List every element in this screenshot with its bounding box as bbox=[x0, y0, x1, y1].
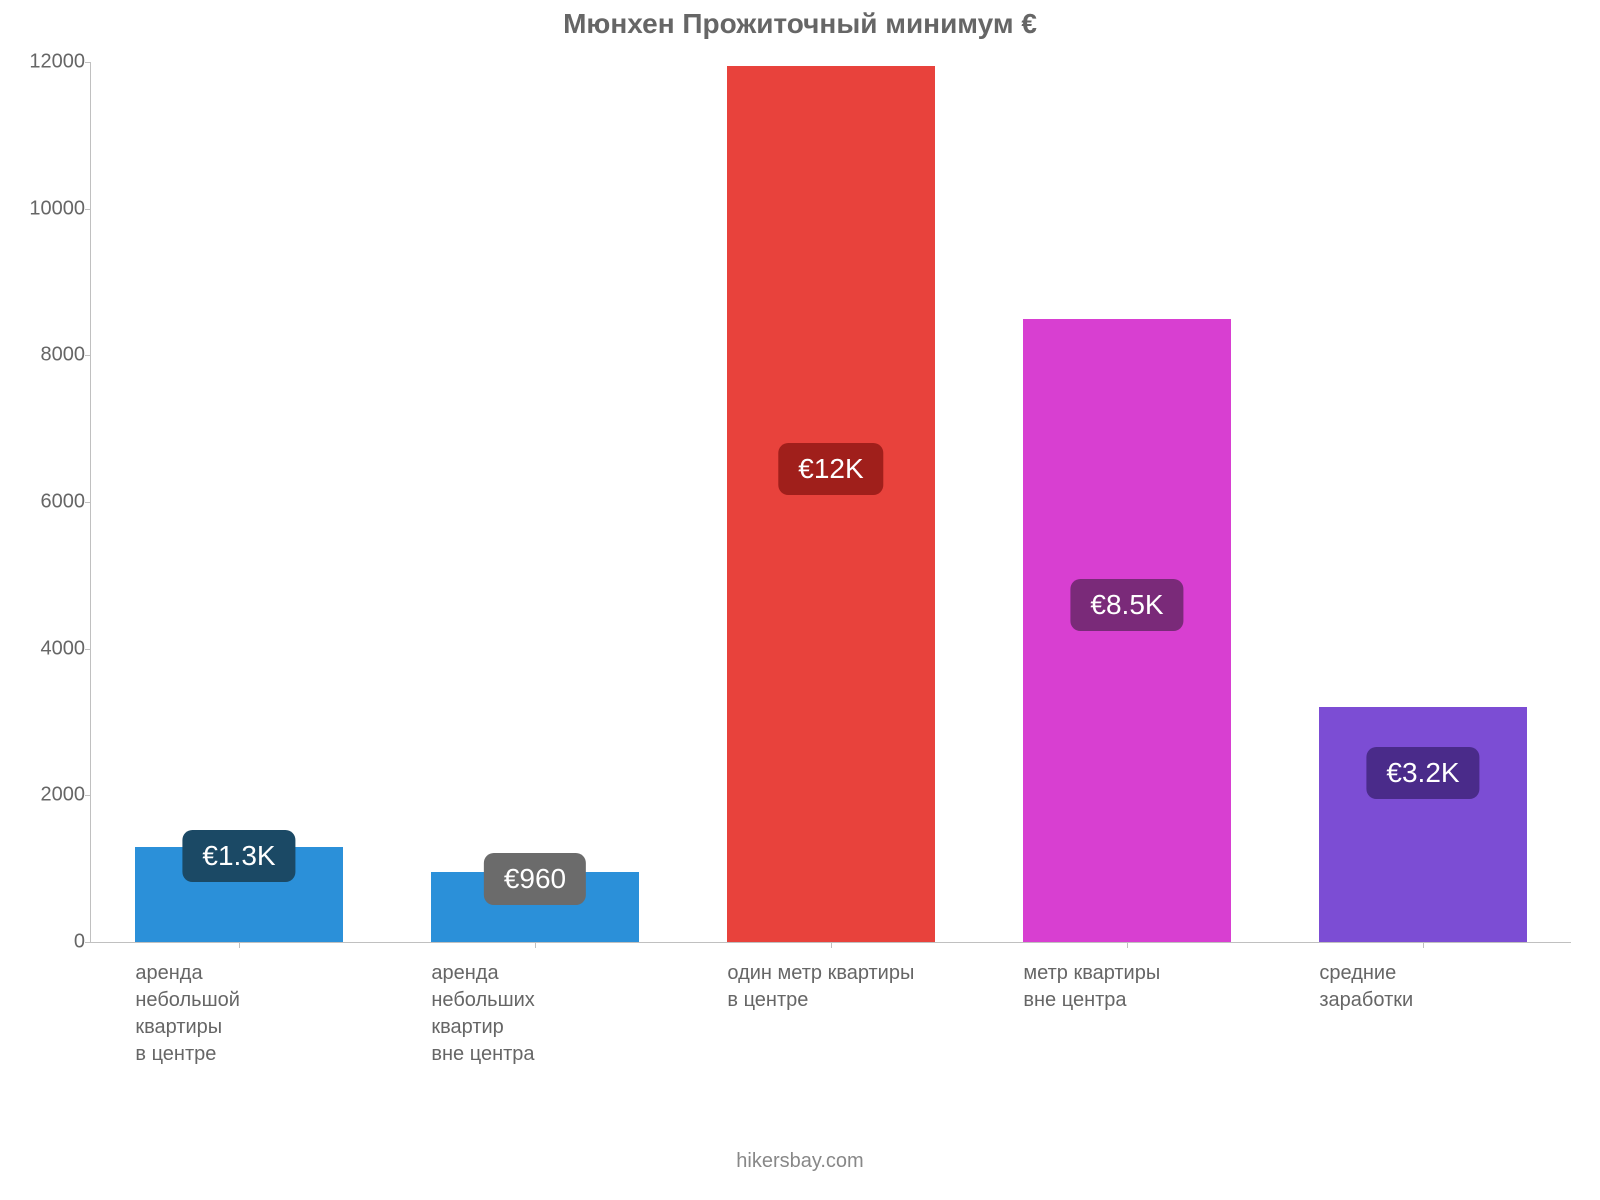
bar: €960 bbox=[431, 872, 638, 942]
plot-area: 020004000600080001000012000€1.3Kаренда н… bbox=[90, 62, 1571, 943]
chart-title: Мюнхен Прожиточный минимум € bbox=[0, 8, 1600, 40]
bar: €1.3K bbox=[135, 847, 342, 942]
y-tick-label: 8000 bbox=[41, 344, 86, 367]
value-badge: €3.2K bbox=[1366, 747, 1479, 799]
footer-credit: hikersbay.com bbox=[0, 1150, 1600, 1173]
x-category-label: средние заработки bbox=[1319, 960, 1413, 1014]
x-category-label: метр квартиры вне центра bbox=[1023, 960, 1160, 1014]
bar: €12K bbox=[727, 66, 934, 942]
x-category-label: один метр квартиры в центре bbox=[727, 960, 914, 1014]
y-tick-label: 4000 bbox=[41, 637, 86, 660]
y-tick-label: 2000 bbox=[41, 784, 86, 807]
x-category-label: аренда небольших квартир вне центра bbox=[431, 960, 534, 1068]
value-badge: €12K bbox=[778, 443, 883, 495]
y-tick-label: 6000 bbox=[41, 491, 86, 514]
value-badge: €8.5K bbox=[1070, 579, 1183, 631]
chart-container: Мюнхен Прожиточный минимум € 02000400060… bbox=[0, 0, 1600, 1200]
value-badge: €960 bbox=[484, 853, 586, 905]
x-category-label: аренда небольшой квартиры в центре bbox=[135, 960, 240, 1068]
y-tick-label: 0 bbox=[74, 931, 85, 954]
bar: €3.2K bbox=[1319, 707, 1526, 942]
y-tick-label: 12000 bbox=[29, 51, 85, 74]
value-badge: €1.3K bbox=[182, 830, 295, 882]
bar: €8.5K bbox=[1023, 319, 1230, 942]
y-tick-label: 10000 bbox=[29, 197, 85, 220]
